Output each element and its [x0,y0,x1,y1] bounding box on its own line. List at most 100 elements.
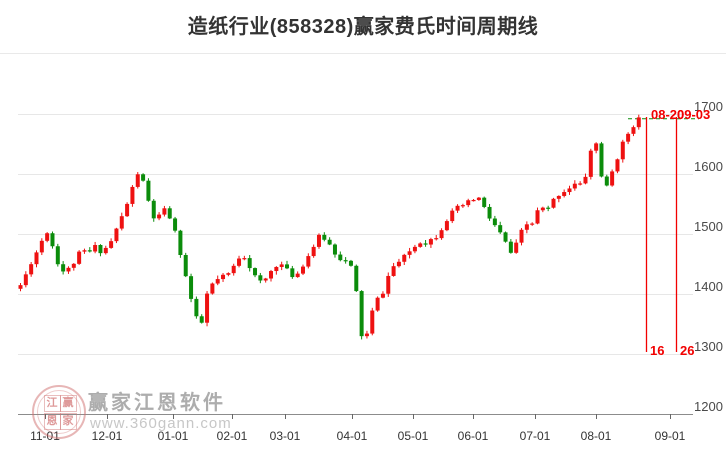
candle-body [402,254,407,262]
candle-body [189,276,194,299]
candle-body [327,239,332,245]
candle-body [210,283,215,294]
candle-body [226,273,231,275]
candle-body [540,207,545,211]
x-axis-label: 08-01 [580,429,612,443]
x-axis-label: 06-01 [457,429,489,443]
page-title: 造纸行业(858328)赢家费氏时间周期线 [187,16,539,38]
x-axis-label: 09-01 [654,429,686,443]
candle-body [173,218,178,231]
x-axis-label: 05-01 [397,429,429,443]
candle-body [311,246,316,257]
candle-body [434,238,439,240]
candle-body [412,246,417,252]
candle-body [125,203,130,217]
candle-body [354,265,359,292]
candle-body [290,268,295,278]
candle-body [551,198,556,208]
candle-body [535,210,540,224]
y-axis-label: 1700 [694,99,723,114]
candle-body [34,252,39,265]
watermark-seal-logo: 江 赢 恩 家 [32,385,86,439]
candle-body [205,293,210,323]
candle-body [578,183,583,185]
candle-body [503,232,508,242]
candle-body [386,275,391,294]
candle-body [620,141,625,160]
candle-body [242,258,247,260]
candle-body [109,241,114,248]
candle-body [130,186,135,204]
candle-body [183,254,188,277]
candle-body [567,188,572,193]
candle-body [221,274,226,280]
candle-body [215,279,220,284]
candle-body [295,273,300,278]
candle-body [306,256,311,267]
candle-body [519,229,524,243]
candle-body [572,183,577,189]
candle-body [631,127,636,134]
candle-body [82,250,87,252]
candle-body [407,251,412,255]
candle-body [55,246,60,265]
candle-body [343,260,348,262]
candle-body [556,195,561,199]
candle-body [119,216,124,229]
seal-char: 家 [59,412,77,430]
candle-body [423,243,428,245]
candle-body [247,258,252,269]
watermark-brand-text: 赢家江恩软件 [88,392,226,414]
candle-body [50,233,55,247]
candle-body [514,242,519,253]
y-axis-label: 1400 [694,279,723,294]
watermark-url-text: www.360gann.com [90,415,232,432]
candle-body [141,174,146,181]
x-axis-label: 07-01 [519,429,551,443]
candle-body [279,264,284,267]
candle-body [439,230,444,239]
candle-body [103,247,108,254]
candle-body [380,293,385,298]
candle-body [455,205,460,211]
x-axis-label: 01-01 [157,429,189,443]
candle-body [396,261,401,267]
candle-body [114,228,119,242]
candle-body [146,180,151,201]
fib-line-count-label: 16 [650,343,665,358]
y-axis-label: 1200 [694,399,723,414]
candle-body [39,240,44,253]
y-axis-label: 1500 [694,219,723,234]
candle-body [93,245,98,252]
seal-char: 恩 [43,412,61,430]
candle-body [87,250,92,252]
fib-line-date-label: 09-03 [677,107,711,122]
candle-body [594,143,599,151]
candle-body [492,218,497,226]
seal-char: 赢 [59,394,77,412]
candle-body [636,117,641,128]
candle-body [316,234,321,247]
candle-body [98,245,103,254]
candle-body [466,200,471,206]
x-axis-label: 12-01 [91,429,123,443]
candle-body [375,297,380,311]
candle-body [71,263,76,268]
candle-body [460,205,465,207]
candle-body [300,266,305,274]
candle-body [194,298,199,317]
candle-body [530,223,535,225]
candle-body [258,275,263,281]
candle-body [332,244,337,255]
x-axis-label: 04-01 [336,429,368,443]
candle-body [253,268,258,276]
candle-body [524,224,529,230]
candle-body [364,333,369,337]
x-axis-label: 02-01 [216,429,248,443]
candle-body [476,197,481,200]
candle-body [418,243,423,247]
candle-body [77,251,82,264]
candle-body [263,278,268,281]
